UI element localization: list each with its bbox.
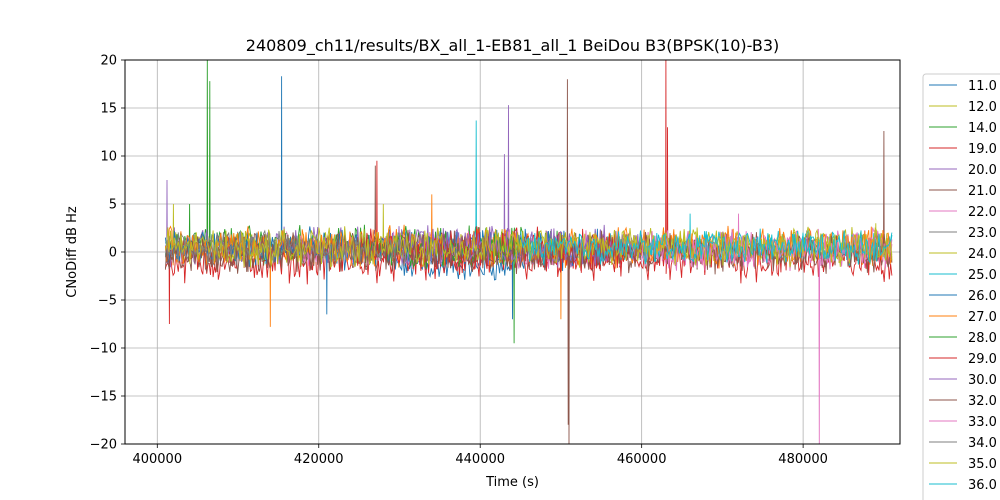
y-tick-label: −20 [90, 438, 117, 453]
x-tick-label: 400000 [132, 452, 182, 467]
legend-label: 20.0 [968, 163, 997, 178]
legend-label: 26.0 [968, 289, 997, 304]
legend-label: 29.0 [968, 352, 997, 367]
legend-label: 30.0 [968, 373, 997, 388]
legend-label: 22.0 [968, 205, 997, 220]
y-axis-ticks: −20 −15 −10 −5 0 5 10 15 20 [90, 54, 125, 453]
legend-label: 12.0 [968, 100, 997, 115]
legend-label: 32.0 [968, 394, 997, 409]
legend-label: 21.0 [968, 184, 997, 199]
y-tick-label: 10 [100, 150, 117, 165]
legend-label: 19.0 [968, 142, 997, 157]
legend-label: 35.0 [968, 457, 997, 472]
legend: 11.0 12.0 14.0 19.0 20.0 21.0 22.0 23.0 24.0 25.0… [922, 73, 1000, 500]
x-tick-label: 460000 [617, 452, 667, 467]
series-layer [164, 60, 893, 444]
y-tick-label: 0 [109, 246, 117, 261]
y-tick-label: −5 [98, 294, 117, 309]
legend-label: 28.0 [968, 331, 997, 346]
x-tick-label: 440000 [455, 452, 505, 467]
y-axis-label: CNoDiff dB Hz [65, 206, 80, 298]
series-line-19.0 [164, 60, 893, 325]
legend-label: 14.0 [968, 121, 997, 136]
y-tick-label: −10 [90, 342, 117, 357]
legend-label: 36.0 [968, 478, 997, 493]
series-line-26.0 [164, 76, 602, 320]
legend-box [922, 73, 1000, 500]
legend-label: 11.0 [968, 79, 997, 94]
legend-label: 24.0 [968, 247, 997, 262]
legend-label: 23.0 [968, 226, 997, 241]
x-tick-label: 420000 [294, 452, 344, 467]
legend-label: 25.0 [968, 268, 997, 283]
legend-label: 34.0 [968, 436, 997, 451]
legend-label: 27.0 [968, 310, 997, 325]
y-tick-label: −15 [90, 390, 117, 405]
legend-label: 33.0 [968, 415, 997, 430]
series-line-36.0 [520, 230, 893, 266]
x-axis-label: Time (s) [485, 475, 539, 490]
y-tick-label: 15 [100, 102, 117, 117]
x-axis-ticks: 400000 420000 440000 460000 480000 [132, 444, 828, 467]
x-tick-label: 480000 [778, 452, 828, 467]
chart-title: 240809_ch11/results/BX_all_1-EB81_all_1 … [246, 36, 779, 56]
y-tick-label: 5 [109, 198, 117, 213]
y-tick-label: 20 [100, 54, 117, 69]
